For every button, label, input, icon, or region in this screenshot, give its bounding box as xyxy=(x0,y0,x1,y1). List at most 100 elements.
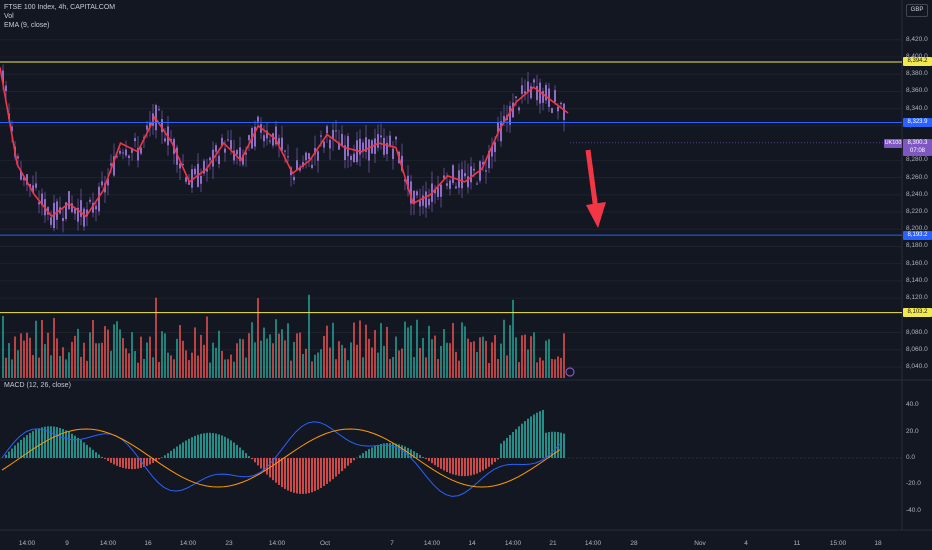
candle-body xyxy=(242,155,244,165)
macd-histogram-bar xyxy=(275,458,277,483)
macd-histogram-bar xyxy=(554,431,556,458)
macd-histogram-bar xyxy=(419,454,421,458)
volume-bar xyxy=(20,333,22,378)
macd-histogram-bar xyxy=(233,442,235,458)
candle-body xyxy=(392,148,394,160)
volume-legend[interactable]: Vol xyxy=(4,13,14,20)
macd-histogram-bar xyxy=(434,458,436,466)
candle-body xyxy=(110,163,112,166)
volume-bar xyxy=(518,362,520,378)
candle-body xyxy=(464,173,466,177)
macd-histogram-bar xyxy=(65,430,67,458)
candle-body xyxy=(194,168,196,175)
volume-bar xyxy=(398,350,400,378)
volume-bar xyxy=(527,349,529,378)
candle-body xyxy=(221,137,223,146)
price-tick: 8,040.0 xyxy=(906,363,928,370)
time-tick: 11 xyxy=(793,540,801,547)
macd-histogram-bar xyxy=(530,416,532,458)
volume-bar xyxy=(431,339,433,378)
macd-histogram-bar xyxy=(287,458,289,491)
replay-icon xyxy=(565,367,575,377)
macd-histogram-bar xyxy=(104,458,106,459)
volume-bar xyxy=(14,336,16,378)
candle-body xyxy=(527,81,529,92)
macd-histogram-bar xyxy=(476,458,478,474)
macd-histogram-bar xyxy=(377,444,379,458)
candle-body xyxy=(149,122,151,128)
ema-legend[interactable]: EMA (9, close) xyxy=(4,22,50,29)
down-arrow-shaft xyxy=(585,149,599,211)
macd-histogram-bar xyxy=(479,458,481,473)
candle-body xyxy=(65,202,67,219)
macd-histogram-bar xyxy=(524,421,526,458)
macd-histogram-bar xyxy=(329,458,331,482)
currency-selector[interactable]: GBP xyxy=(906,4,928,17)
macd-histogram-bar xyxy=(143,458,145,467)
macd-histogram-bar xyxy=(224,436,226,458)
volume-bar xyxy=(50,355,52,378)
candle-body xyxy=(248,135,250,141)
macd-histogram-bar xyxy=(131,458,133,470)
chart-title[interactable]: FTSE 100 Index, 4h, CAPITALCOM xyxy=(4,4,116,11)
macd-histogram-bar xyxy=(461,458,463,477)
volume-bar xyxy=(410,325,412,378)
macd-histogram-bar xyxy=(77,437,79,458)
volume-bar xyxy=(329,347,331,378)
macd-histogram-bar xyxy=(185,440,187,458)
candle-body xyxy=(83,208,85,227)
macd-histogram-bar xyxy=(320,458,322,488)
macd-histogram-bar xyxy=(14,445,16,458)
volume-bar xyxy=(263,327,265,378)
macd-histogram-bar xyxy=(542,409,544,458)
macd-histogram-bar xyxy=(560,432,562,458)
candle-body xyxy=(305,152,307,161)
candle-body xyxy=(308,153,310,160)
volume-bar xyxy=(383,345,385,378)
candle-body xyxy=(278,138,280,145)
macd-histogram-bar xyxy=(80,440,82,458)
price-tick: 8,360.0 xyxy=(906,87,928,95)
candle-body xyxy=(440,184,442,197)
macd-histogram-bar xyxy=(380,443,382,458)
volume-bar xyxy=(230,354,232,378)
price-tick: 8,380.0 xyxy=(906,70,928,78)
macd-histogram-bar xyxy=(179,444,181,458)
candle-body xyxy=(287,156,289,158)
volume-bar xyxy=(368,338,370,378)
volume-bar xyxy=(125,348,127,378)
volume-bar xyxy=(380,323,382,378)
volume-bar xyxy=(107,329,109,378)
macd-histogram-bar xyxy=(308,458,310,494)
volume-bar xyxy=(371,347,373,378)
macd-legend[interactable]: MACD (12, 26, close) xyxy=(4,382,71,389)
candle-body xyxy=(50,217,52,225)
volume-bar xyxy=(116,321,118,378)
candle-body xyxy=(341,133,343,147)
volume-bar xyxy=(386,326,388,378)
volume-bar xyxy=(266,338,268,378)
macd-tick: 0.0 xyxy=(906,454,916,461)
macd-histogram-bar xyxy=(422,456,424,458)
macd-tick: 40.0 xyxy=(906,401,919,409)
time-tick: 7 xyxy=(390,540,394,547)
time-tick: 14:00 xyxy=(423,540,441,547)
candle-body xyxy=(269,140,271,142)
volume-bar xyxy=(143,358,145,378)
macd-histogram-bar xyxy=(98,454,100,458)
candle-body xyxy=(191,169,193,188)
macd-histogram-bar xyxy=(62,429,64,458)
price-tick: 8,120.0 xyxy=(906,294,928,302)
volume-bar xyxy=(257,298,259,378)
volume-bar xyxy=(221,350,223,378)
volume-bar xyxy=(437,359,439,378)
macd-histogram-bar xyxy=(239,447,241,458)
macd-histogram-bar xyxy=(350,458,352,463)
macd-histogram-bar xyxy=(86,444,88,458)
volume-bar xyxy=(452,323,454,378)
macd-histogram-bar xyxy=(335,458,337,477)
volume-bar xyxy=(422,337,424,378)
candle-body xyxy=(329,139,331,149)
level-label: 8,193.2 xyxy=(903,230,932,240)
